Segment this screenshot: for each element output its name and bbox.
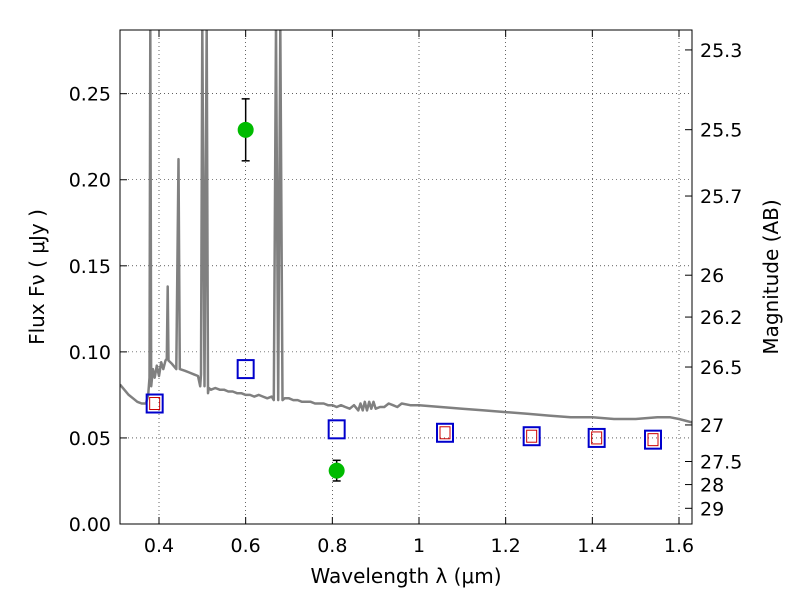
model-flux-box <box>587 427 606 448</box>
template-spectrum-line <box>120 30 692 424</box>
axis-ticks: 0.4 0.6 0.8 1 1.2 1.4 1.6 0.00 0.05 0.10 0.15 0.20 0… <box>69 30 742 557</box>
x-tick-label: 1.6 <box>664 535 694 557</box>
magnitude-tick-label: 28 <box>700 475 724 497</box>
x-axis-label: Wavelength λ (μm) <box>310 564 501 588</box>
x-tick-label: 1 <box>413 535 425 557</box>
magnitude-tick-label: 25.5 <box>700 120 742 142</box>
magnitude-tick-label: 27.5 <box>700 452 742 474</box>
observed-flux-point <box>328 462 345 479</box>
model-inner-mark <box>647 433 659 447</box>
x-tick-label: 0.4 <box>144 535 174 557</box>
observed-photometry-layer <box>237 98 345 482</box>
model-inner-mark <box>526 429 538 443</box>
magnitude-tick-label: 27 <box>700 415 724 437</box>
model-inner-mark <box>149 397 161 411</box>
magnitude-tick-label: 26.5 <box>700 357 742 379</box>
y-tick-label: 0.05 <box>69 428 111 450</box>
y-tick-label: 0.10 <box>69 342 111 364</box>
model-flux-box <box>145 393 164 414</box>
model-photometry-layer <box>145 359 662 450</box>
plot-frame <box>119 29 693 525</box>
model-flux-box <box>236 359 255 380</box>
model-flux-box <box>327 419 346 440</box>
y-tick-label: 0.25 <box>69 84 111 106</box>
y-tick-label: 0.20 <box>69 170 111 192</box>
y-tick-label: 0.15 <box>69 256 111 278</box>
x-tick-label: 1.4 <box>577 535 607 557</box>
model-inner-mark <box>591 431 603 445</box>
x-tick-label: 1.2 <box>491 535 521 557</box>
model-inner-mark <box>439 426 451 440</box>
x-tick-label: 0.8 <box>317 535 347 557</box>
model-flux-box <box>522 426 541 447</box>
x-tick-label: 0.6 <box>231 535 261 557</box>
magnitude-tick-label: 25.7 <box>700 186 742 208</box>
model-flux-box <box>644 429 662 450</box>
magnitude-tick-label: 26 <box>700 265 724 287</box>
observed-flux-point <box>237 121 254 138</box>
template-spectrum-layer <box>120 30 692 424</box>
magnitude-tick-label: 29 <box>700 498 724 520</box>
model-flux-box <box>436 422 454 443</box>
magnitude-tick-label: 25.3 <box>700 40 742 62</box>
magnitude-axis-label: Magnitude (AB) <box>759 199 783 354</box>
y-tick-label: 0.00 <box>69 514 111 536</box>
magnitude-tick-label: 26.2 <box>700 307 742 329</box>
y-axis-label: Flux Fν ( μJy ) <box>25 209 49 345</box>
